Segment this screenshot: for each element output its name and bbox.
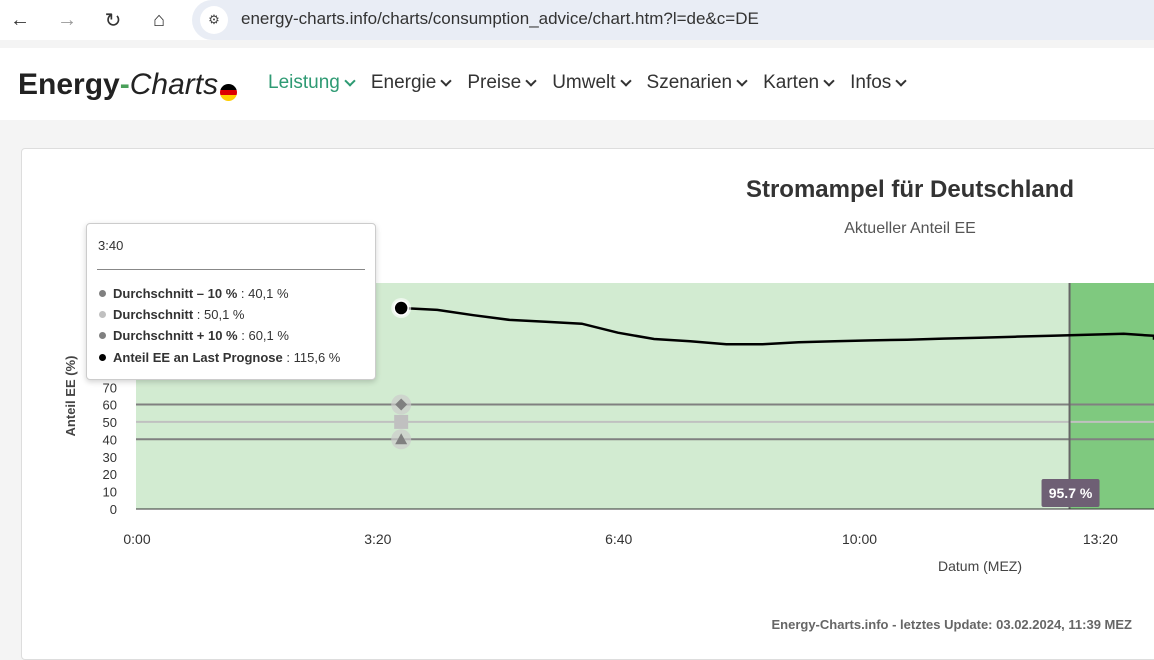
tooltip-row-label: Durchschnitt + 10 % [113,328,238,343]
plot-band [1069,283,1154,509]
series-line [401,306,1154,346]
german-flag-icon [220,84,237,101]
legend-dot-icon [99,332,106,339]
y-tick-label: 70 [103,380,117,395]
browser-toolbar: ← → ↻ ⌂ ⚙ energy-charts.info/charts/cons… [0,0,1154,40]
tooltip-row: Durchschnitt : 50,1 % [99,307,244,322]
x-axis-title: Datum (MEZ) [938,558,1022,574]
tooltip-separator [97,269,365,270]
x-tick-label: 10:00 [842,531,877,547]
legend-dot-icon [99,311,106,318]
menu-item-label: Szenarien [646,72,733,93]
site-header [0,48,1154,120]
tooltip-row-label: Anteil EE an Last Prognose [113,350,283,365]
menu-item-label: Infos [850,72,892,93]
data-point [395,433,408,445]
y-axis-title: Anteil EE (%) [63,356,78,437]
x-tick-label: 0:00 [123,531,150,547]
url-text[interactable]: energy-charts.info/charts/consumption_ad… [241,9,759,28]
chart-title: Stromampel für Deutschland [746,176,1074,203]
y-tick-label: 30 [103,450,117,465]
tooltip-row-label: Durchschnitt [113,307,194,322]
reload-icon[interactable]: ↻ [104,9,122,32]
tooltip-row-value: : 40,1 % [237,286,289,301]
address-bar[interactable] [192,0,1154,40]
tooltip-row-value: : 115,6 % [282,350,341,365]
data-point [394,414,409,429]
tooltip-row: Durchschnitt – 10 % : 40,1 % [99,286,289,301]
x-tick-label: 6:40 [605,531,632,547]
y-tick-label: 20 [103,467,117,482]
menu-item-label: Leistung [268,72,340,93]
home-icon[interactable]: ⌂ [152,8,166,31]
tooltip-row: Anteil EE an Last Prognose : 115,6 % [99,350,340,365]
tooltip-time: 3:40 [98,238,124,253]
arrow-right-icon[interactable]: → [57,8,77,31]
logo-energy: Energy [18,68,120,101]
menu-item-preise[interactable]: Preise [467,72,537,94]
menu-item-label: Energie [370,72,437,93]
menu-item-leistung[interactable]: Leistung [268,72,356,94]
tooltip-row: Durchschnitt + 10 % : 60,1 % [99,328,289,343]
arrow-left-icon[interactable]: ← [10,8,30,31]
legend-dot-icon [99,354,106,361]
y-tick-label: 10 [103,485,117,500]
x-tick-label: 13:20 [1083,531,1118,547]
tooltip-row-label: Durchschnitt – 10 % [113,286,238,301]
y-tick-label: 0 [110,502,117,517]
chart-subtitle: Aktueller Anteil EE [844,220,976,237]
chart-tooltip: 3:40 Durchschnitt – 10 % : 40,1 % Durchsc… [86,223,376,380]
menu-item-umwelt[interactable]: Umwelt [552,72,632,94]
site-logo[interactable]: Energy-Charts [18,68,218,102]
x-tick-label: 3:20 [364,531,391,547]
annotation-label: 95.7 % [1049,485,1093,501]
main-menu: Leistung Energie Preise Umwelt Szenarien Kart… [268,72,922,94]
menu-item-energie[interactable]: Energie [370,72,453,94]
logo-charts: Charts [129,68,219,101]
legend-dot-icon [99,290,106,297]
menu-item-label: Preise [467,72,522,93]
menu-item-infos[interactable]: Infos [850,72,907,94]
y-tick-label: 60 [103,398,117,413]
data-point [393,300,409,316]
chart-credit[interactable]: Energy-Charts.info - letztes Update: 03.… [771,617,1132,632]
logo-dash: - [119,68,130,101]
data-point [395,398,408,411]
menu-item-karten[interactable]: Karten [763,72,835,94]
tooltip-row-value: : 60,1 % [237,328,289,343]
y-tick-label: 40 [103,432,117,447]
menu-item-label: Umwelt [552,72,616,93]
tooltip-row-value: : 50,1 % [193,307,245,322]
menu-item-szenarien[interactable]: Szenarien [646,72,748,94]
menu-item-label: Karten [763,72,820,93]
y-tick-label: 50 [103,415,117,430]
annotation-label-box [1041,479,1100,507]
site-settings-icon[interactable]: ⚙ [200,6,228,34]
